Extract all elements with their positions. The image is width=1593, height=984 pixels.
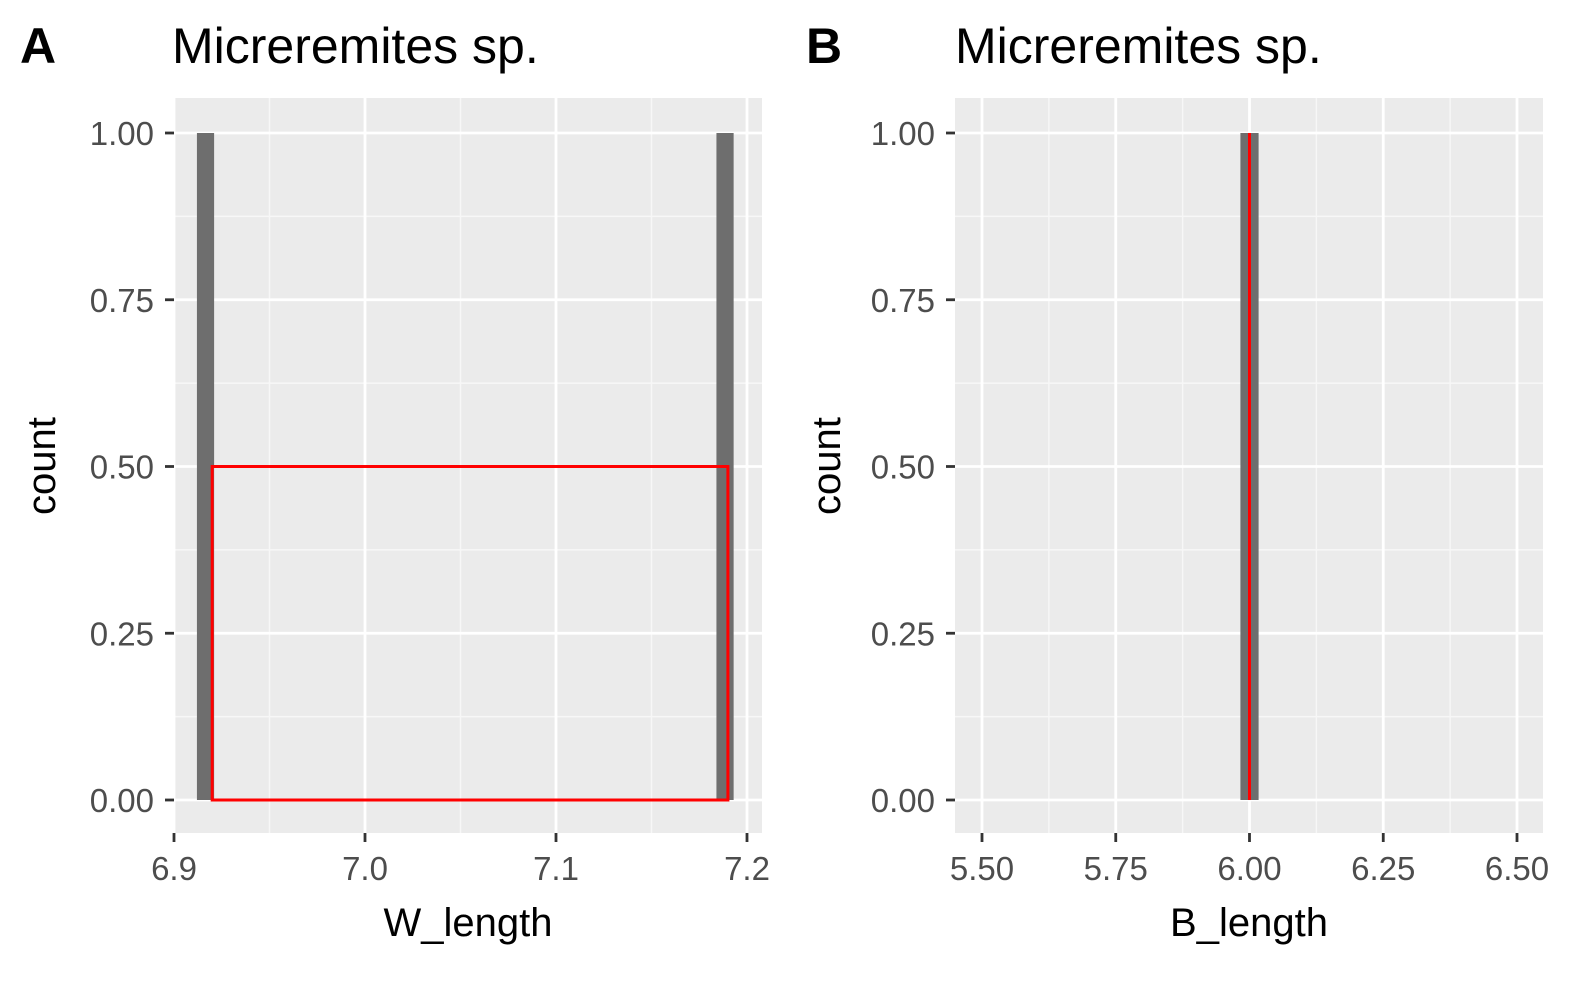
y-tick-label: 1.00 (90, 115, 154, 152)
x-tick-label: 6.25 (1351, 850, 1415, 887)
x-tick-label: 6.00 (1217, 850, 1281, 887)
x-axis-title: B_length (1170, 901, 1328, 945)
y-tick-label: 0.75 (90, 282, 154, 319)
panel-b: 0.00 0.25 0.50 0.75 1.00 5.50 5.75 6.00 6.25 6.50… (805, 18, 1549, 945)
overlay-red-box (210, 465, 730, 802)
y-tick-label: 0.75 (871, 282, 935, 319)
panel-letter: A (20, 18, 56, 74)
y-axis-title: count (20, 417, 64, 515)
y-tick-label: 0.00 (90, 782, 154, 819)
panel-title: Micreremites sp. (172, 18, 539, 74)
panel-a: 0.00 0.25 0.50 0.75 1.00 6.9 7.0 7.1 7.2 W_length… (20, 18, 770, 945)
x-tick-label: 7.0 (342, 850, 388, 887)
y-axis-title: count (805, 417, 849, 515)
panel-letter: B (806, 18, 842, 74)
x-tick-label: 7.1 (533, 850, 579, 887)
y-tick-label: 0.25 (90, 615, 154, 652)
x-tick-label: 6.50 (1485, 850, 1549, 887)
y-tick-label: 0.50 (871, 449, 935, 486)
x-tick-label: 5.75 (1084, 850, 1148, 887)
x-tick-label: 6.9 (151, 850, 197, 887)
y-tick-label: 0.00 (871, 782, 935, 819)
panel-title: Micreremites sp. (955, 18, 1322, 74)
x-tick-label: 5.50 (950, 850, 1014, 887)
y-tick-label: 0.50 (90, 449, 154, 486)
x-tick-label: 7.2 (724, 850, 770, 887)
y-tick-label: 0.25 (871, 615, 935, 652)
x-axis-title: W_length (384, 901, 553, 945)
y-tick-label: 1.00 (871, 115, 935, 152)
histogram-bar-1 (196, 133, 215, 800)
